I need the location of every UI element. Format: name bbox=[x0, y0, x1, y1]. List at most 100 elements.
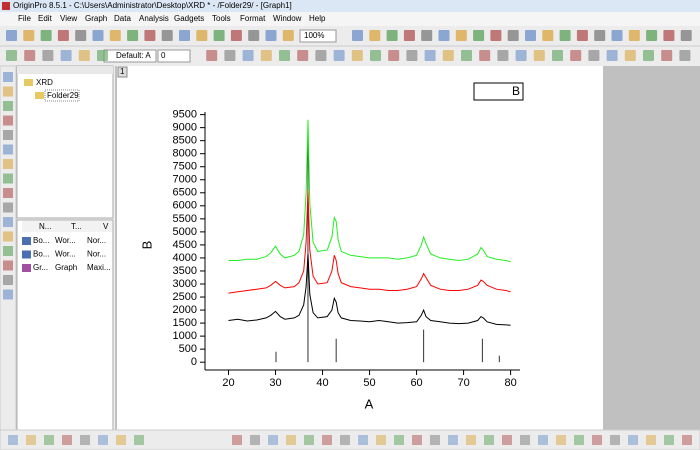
menu-item[interactable]: View bbox=[60, 14, 77, 23]
col-header[interactable]: N... bbox=[39, 222, 51, 231]
toolbar-button[interactable] bbox=[24, 50, 36, 61]
toolbar-button[interactable] bbox=[78, 50, 90, 61]
list-cell[interactable]: Nor... bbox=[87, 236, 106, 245]
tool-button[interactable] bbox=[3, 130, 13, 140]
bottom-button[interactable] bbox=[26, 435, 36, 445]
list-cell[interactable]: Bo... bbox=[33, 236, 49, 245]
toolbar-button[interactable] bbox=[260, 50, 272, 61]
bottom-button[interactable] bbox=[664, 435, 674, 445]
list-cell[interactable]: Wor... bbox=[55, 250, 76, 259]
menu-item[interactable]: Help bbox=[309, 14, 326, 23]
tool-button[interactable] bbox=[3, 246, 13, 256]
toolbar-button[interactable] bbox=[213, 30, 225, 41]
toolbar-button[interactable] bbox=[282, 30, 294, 41]
toolbar-button[interactable] bbox=[624, 50, 636, 61]
tool-button[interactable] bbox=[3, 217, 13, 227]
bottom-button[interactable] bbox=[116, 435, 126, 445]
toolbar-button[interactable] bbox=[127, 30, 139, 41]
col-header[interactable]: T... bbox=[71, 222, 82, 231]
tool-button[interactable] bbox=[3, 144, 13, 155]
toolbar-button[interactable] bbox=[206, 50, 218, 61]
toolbar-button[interactable] bbox=[333, 50, 345, 61]
layer-tab[interactable] bbox=[117, 66, 128, 78]
tool-button[interactable] bbox=[3, 173, 13, 184]
bottom-button[interactable] bbox=[44, 435, 54, 445]
list-cell[interactable]: Bo... bbox=[33, 250, 49, 259]
col-header[interactable]: V bbox=[103, 222, 109, 231]
bottom-button[interactable] bbox=[592, 435, 602, 445]
bottom-button[interactable] bbox=[8, 435, 18, 445]
toolbar-button[interactable] bbox=[370, 50, 381, 61]
toolbar-button[interactable] bbox=[461, 50, 472, 61]
toolbar-button[interactable] bbox=[576, 30, 588, 41]
bottom-button[interactable] bbox=[520, 435, 530, 445]
bottom-button[interactable] bbox=[556, 435, 566, 445]
menu-item[interactable]: Edit bbox=[38, 14, 53, 23]
toolbar-button[interactable] bbox=[297, 50, 309, 61]
toolbar-button[interactable] bbox=[230, 30, 242, 41]
menu-item[interactable]: Window bbox=[273, 14, 302, 23]
toolbar-button[interactable] bbox=[679, 50, 691, 61]
toolbar-button[interactable] bbox=[559, 30, 571, 41]
toolbar-button[interactable] bbox=[224, 50, 236, 61]
toolbar-button[interactable] bbox=[611, 30, 623, 41]
bottom-button[interactable] bbox=[448, 435, 458, 445]
font-size-box[interactable] bbox=[157, 49, 191, 63]
toolbar-button[interactable] bbox=[406, 50, 418, 61]
toolbar-button[interactable] bbox=[403, 30, 415, 41]
bottom-button[interactable] bbox=[80, 435, 90, 445]
toolbar-button[interactable] bbox=[6, 30, 17, 41]
tree-root[interactable]: XRD bbox=[36, 78, 53, 87]
toolbar-button[interactable] bbox=[473, 30, 485, 41]
tree-folder[interactable]: Folder29 bbox=[47, 91, 79, 100]
toolbar-button[interactable] bbox=[6, 50, 17, 61]
bottom-button[interactable] bbox=[646, 435, 656, 445]
toolbar-button[interactable] bbox=[497, 50, 509, 61]
toolbar-button[interactable] bbox=[196, 30, 208, 41]
menu-item[interactable]: Analysis bbox=[139, 14, 169, 23]
tool-button[interactable] bbox=[3, 72, 13, 82]
menu-item[interactable]: Gadgets bbox=[174, 14, 204, 23]
bottom-button[interactable] bbox=[358, 435, 368, 445]
bottom-button[interactable] bbox=[394, 435, 404, 445]
zoom-box[interactable] bbox=[299, 29, 337, 43]
toolbar-button[interactable] bbox=[351, 50, 363, 61]
toolbar-button[interactable] bbox=[242, 50, 254, 61]
bottom-button[interactable] bbox=[610, 435, 620, 445]
bottom-button[interactable] bbox=[502, 435, 512, 445]
menu-item[interactable]: File bbox=[18, 14, 31, 23]
toolbar-button[interactable] bbox=[75, 30, 87, 41]
toolbar-button[interactable] bbox=[386, 30, 398, 41]
menu-item[interactable]: Tools bbox=[212, 14, 231, 23]
bottom-button[interactable] bbox=[62, 435, 72, 445]
tool-button[interactable] bbox=[3, 115, 13, 126]
legend-box[interactable] bbox=[473, 82, 524, 101]
bottom-button[interactable] bbox=[98, 435, 108, 445]
toolbar-button[interactable] bbox=[248, 30, 260, 41]
toolbar-button[interactable] bbox=[23, 30, 35, 41]
bottom-button[interactable] bbox=[134, 435, 144, 445]
toolbar-button[interactable] bbox=[179, 30, 190, 41]
toolbar-button[interactable] bbox=[442, 50, 454, 61]
toolbar-button[interactable] bbox=[479, 50, 491, 61]
bottom-button[interactable] bbox=[286, 435, 296, 445]
bottom-button[interactable] bbox=[250, 435, 260, 445]
bottom-button[interactable] bbox=[628, 435, 638, 445]
toolbar-button[interactable] bbox=[161, 30, 173, 41]
list-cell[interactable]: Maxi... bbox=[87, 263, 111, 272]
bottom-button[interactable] bbox=[304, 435, 314, 445]
toolbar-button[interactable] bbox=[570, 50, 582, 61]
tool-button[interactable] bbox=[3, 202, 13, 213]
toolbar-button[interactable] bbox=[533, 50, 545, 61]
toolbar-button[interactable] bbox=[315, 50, 327, 61]
toolbar-button[interactable] bbox=[42, 50, 54, 61]
list-cell[interactable]: Graph bbox=[55, 263, 77, 272]
bottom-button[interactable] bbox=[484, 435, 494, 445]
bottom-button[interactable] bbox=[322, 435, 332, 445]
toolbar-button[interactable] bbox=[507, 30, 519, 41]
bottom-button[interactable] bbox=[574, 435, 584, 445]
tool-button[interactable] bbox=[3, 159, 13, 169]
menu-item[interactable]: Format bbox=[240, 14, 266, 23]
tool-button[interactable] bbox=[3, 289, 13, 300]
tool-button[interactable] bbox=[3, 101, 13, 111]
